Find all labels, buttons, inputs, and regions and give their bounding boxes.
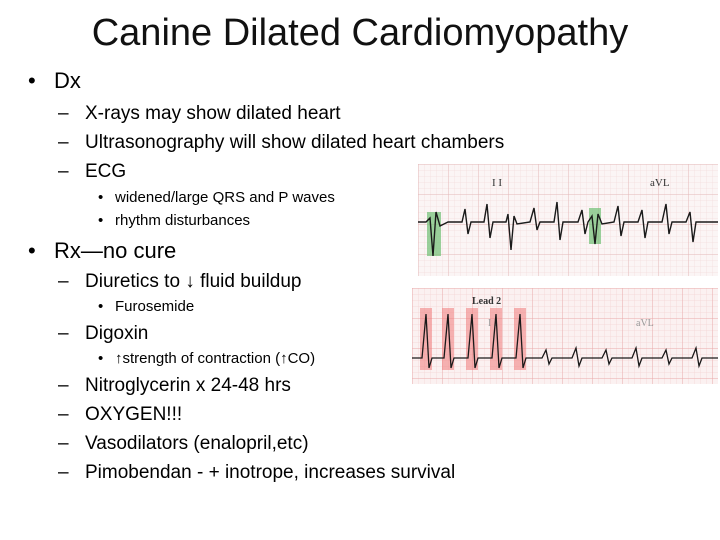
- rx-item-diuretics: Diuretics to ↓ fluid buildup: [85, 271, 302, 292]
- bullet-dot: •: [98, 189, 104, 206]
- ecg-strip-2: Lead 2 I I aVL: [412, 288, 718, 384]
- dx-item-ultrasound: Ultrasonography will show dilated heart …: [85, 132, 505, 153]
- bullet-dash: –: [58, 462, 69, 483]
- bullet-dot: •: [98, 350, 104, 367]
- rx-item-pimobendan: Pimobendan - + inotrope, increases survi…: [85, 462, 456, 483]
- ecg-strip-1: I I aVL: [418, 164, 718, 276]
- ecg-trace: [418, 201, 718, 257]
- lead-label: aVL: [636, 318, 654, 329]
- bullet-dash: –: [58, 323, 69, 344]
- rx-item-nitroglycerin: Nitroglycerin x 24-48 hrs: [85, 375, 291, 396]
- rx-item-digoxin: Digoxin: [85, 323, 149, 344]
- ecg-highlight: [420, 308, 432, 370]
- bullet-dash: –: [58, 103, 69, 124]
- rx-item-vasodilators: Vasodilators (enalopril,etc): [85, 433, 309, 454]
- ecg-highlight: [466, 308, 478, 370]
- dx-item-ecg: ECG: [85, 161, 127, 182]
- bullet-dot: •: [98, 298, 104, 315]
- dx-item-xray: X-rays may show dilated heart: [85, 103, 341, 124]
- bullet-dash: –: [58, 433, 69, 454]
- bullet-dash: –: [58, 404, 69, 425]
- ecg-highlight: [514, 308, 526, 370]
- page-title: Canine Dilated Cardiomyopathy: [91, 12, 629, 54]
- rx-sub-contraction: ↑strength of contraction (↑CO): [115, 350, 316, 367]
- bullet-dash: –: [58, 375, 69, 396]
- bullet-dash: –: [58, 161, 69, 182]
- lead-label: I I: [488, 318, 497, 329]
- bullet-dash: –: [58, 132, 69, 153]
- ecg-trace: [412, 313, 718, 369]
- rx-item-oxygen: OXYGEN!!!: [85, 404, 183, 425]
- bullet-dot: •: [28, 238, 36, 263]
- ecg-highlight: [442, 308, 454, 370]
- lead-label: I I: [492, 177, 502, 189]
- ecg-sub-rhythm: rhythm disturbances: [115, 212, 251, 229]
- bullet-dash: –: [58, 271, 69, 292]
- ecg-highlight: [490, 308, 502, 370]
- rx-sub-furosemide: Furosemide: [115, 298, 195, 315]
- bullet-dot: •: [98, 212, 104, 229]
- ecg-sub-qrs: widened/large QRS and P waves: [115, 189, 335, 206]
- lead-label: Lead 2: [472, 296, 501, 307]
- lead-label: aVL: [650, 177, 670, 189]
- dx-heading: Dx: [54, 68, 81, 93]
- rx-heading: Rx—no cure: [54, 238, 177, 263]
- bullet-dot: •: [28, 68, 36, 93]
